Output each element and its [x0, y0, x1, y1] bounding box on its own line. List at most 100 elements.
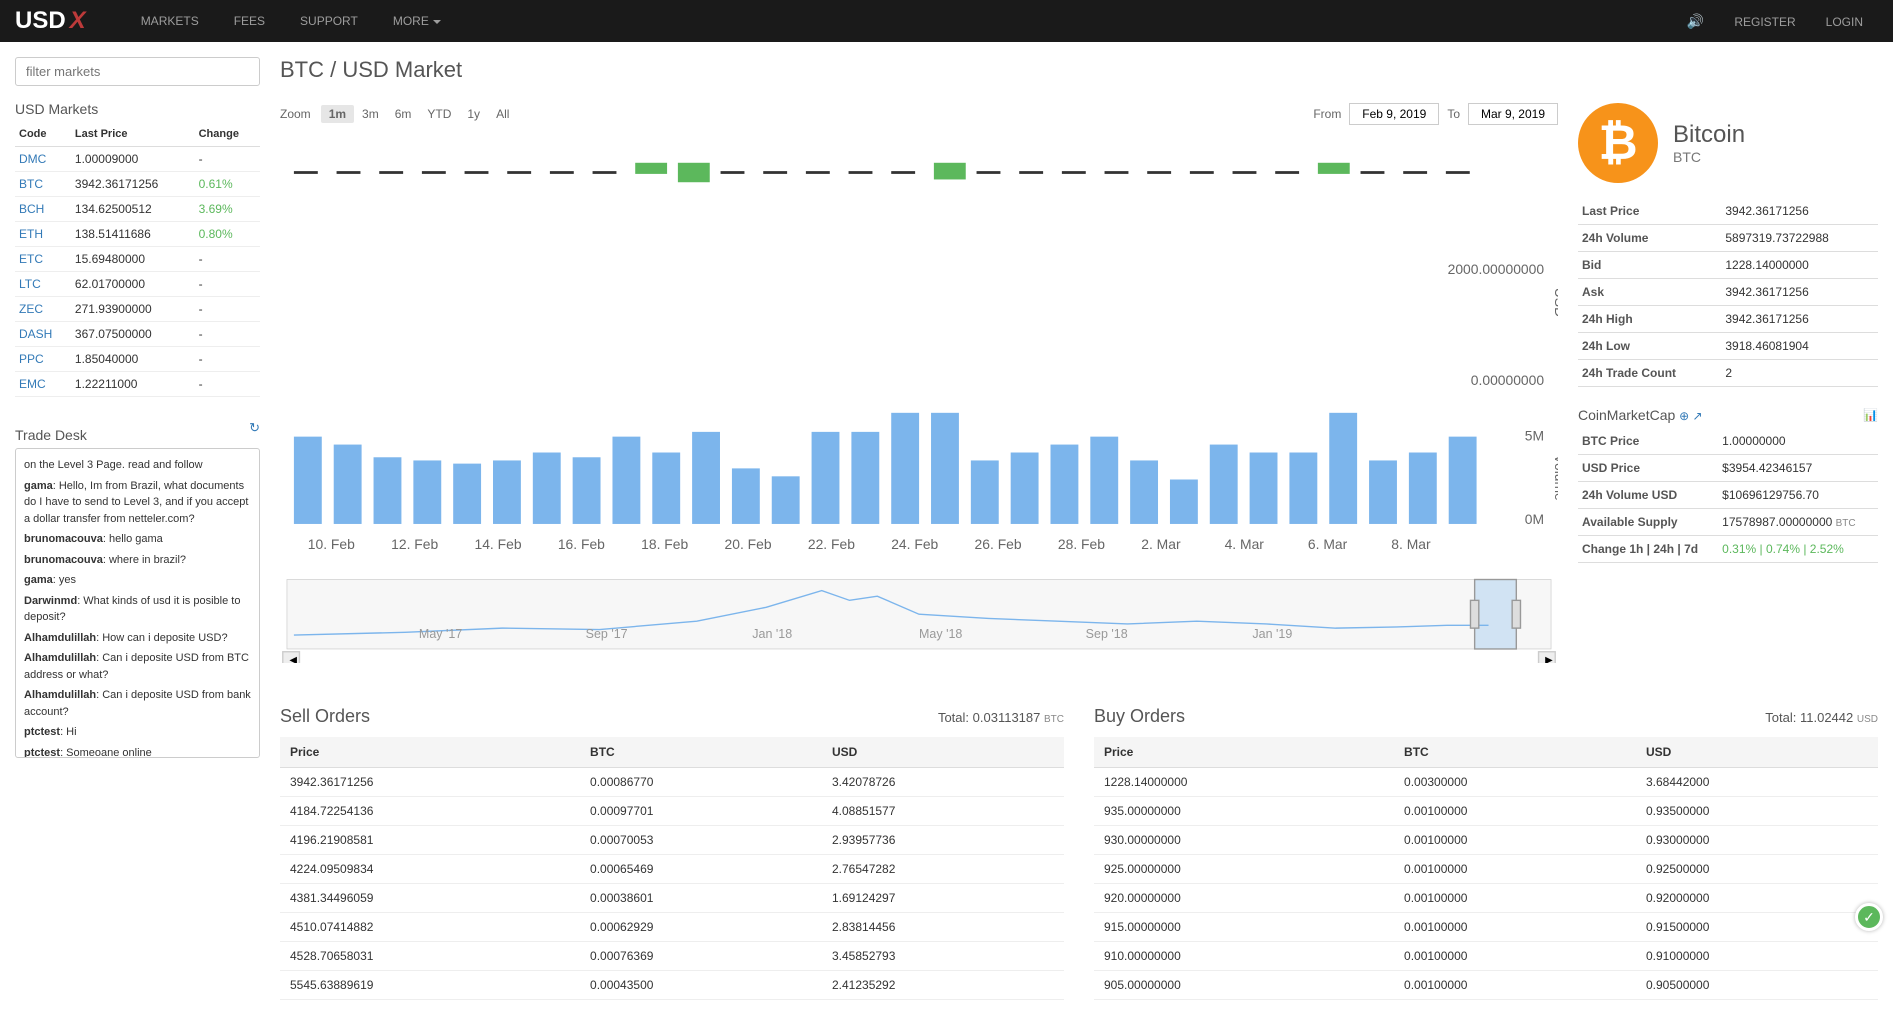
market-row[interactable]: BTC3942.361712560.61% [15, 172, 260, 197]
svg-text:Volume: Volume [1552, 454, 1558, 501]
price-chart[interactable]: 2000.000000000.00000000USD5M0MVolume10. … [280, 135, 1558, 663]
sidebar: USD Markets CodeLast PriceChange DMC1.00… [15, 57, 260, 1000]
nav-markets[interactable]: MARKETS [126, 4, 214, 38]
bitcoin-icon: ₿ [1578, 103, 1658, 183]
order-row[interactable]: 930.000000000.001000000.93000000 [1094, 825, 1878, 854]
chat-message: gama: yes [24, 572, 251, 589]
cmc-change-row: Change 1h | 24h | 7d0.31% | 0.74% | 2.52… [1578, 536, 1878, 563]
zoom-1m[interactable]: 1m [321, 105, 354, 123]
sell-orders: Sell Orders Total: 0.03113187 BTC PriceB… [280, 706, 1064, 1000]
zoom-label: Zoom [280, 107, 311, 121]
logo-x: X [70, 7, 86, 34]
order-row[interactable]: 4381.344960590.000386011.69124297 [280, 883, 1064, 912]
col-header: USD [1636, 737, 1878, 768]
order-row[interactable]: 910.000000000.001000000.91000000 [1094, 941, 1878, 970]
nav-fees[interactable]: FEES [219, 4, 280, 38]
order-row[interactable]: 4528.706580310.000763693.45852793 [280, 941, 1064, 970]
svg-text:◄: ◄ [287, 653, 299, 663]
svg-text:20. Feb: 20. Feb [725, 536, 772, 552]
navbar: USDX MARKETSFEESSUPPORTMORE 🔊 REGISTERLO… [0, 0, 1893, 42]
col-header: Change [195, 122, 260, 147]
chart-icon[interactable]: 📊 [1863, 408, 1878, 422]
svg-text:22. Feb: 22. Feb [808, 536, 855, 552]
svg-text:24. Feb: 24. Feb [891, 536, 938, 552]
from-date-input[interactable] [1349, 103, 1439, 125]
sell-orders-title: Sell Orders [280, 706, 370, 727]
stat-row: Bid1228.14000000 [1578, 252, 1878, 279]
svg-text:12. Feb: 12. Feb [391, 536, 438, 552]
svg-text:10. Feb: 10. Feb [308, 536, 355, 552]
svg-text:18. Feb: 18. Feb [641, 536, 688, 552]
col-header: Price [280, 737, 580, 768]
order-row[interactable]: 3942.361712560.000867703.42078726 [280, 767, 1064, 796]
market-row[interactable]: DASH367.07500000- [15, 322, 260, 347]
svg-text:0M: 0M [1525, 511, 1544, 527]
cmc-icons[interactable]: ⊕ ↗ [1679, 409, 1702, 423]
sell-orders-table: PriceBTCUSD3942.361712560.000867703.4207… [280, 737, 1064, 1000]
order-row[interactable]: 925.000000000.001000000.92500000 [1094, 854, 1878, 883]
order-row[interactable]: 905.000000000.001000000.90500000 [1094, 970, 1878, 999]
coin-info-panel: ₿ Bitcoin BTC Last Price3942.3617125624h… [1578, 103, 1878, 666]
nav-support[interactable]: SUPPORT [285, 4, 373, 38]
nav-register[interactable]: REGISTER [1719, 5, 1810, 39]
coin-symbol: BTC [1673, 149, 1745, 165]
status-badge[interactable]: ✓ [1855, 903, 1883, 931]
refresh-icon[interactable]: ↻ [249, 420, 260, 436]
coin-stats-table: Last Price3942.3617125624h Volume5897319… [1578, 198, 1878, 387]
svg-text:5M: 5M [1525, 428, 1544, 444]
col-header: BTC [580, 737, 822, 768]
to-date-input[interactable] [1468, 103, 1558, 125]
stat-row: Last Price3942.36171256 [1578, 198, 1878, 225]
svg-text:►: ► [1543, 653, 1555, 663]
zoom-YTD[interactable]: YTD [419, 105, 459, 123]
order-row[interactable]: 1228.140000000.003000003.68442000 [1094, 767, 1878, 796]
stat-row: 24h Trade Count2 [1578, 360, 1878, 387]
svg-text:2. Mar: 2. Mar [1141, 536, 1181, 552]
stat-row: 24h Low3918.46081904 [1578, 333, 1878, 360]
chat-message: Alhamdulillah: Can i deposite USD from B… [24, 650, 251, 683]
market-row[interactable]: EMC1.22211000- [15, 372, 260, 397]
market-row[interactable]: PPC1.85040000- [15, 347, 260, 372]
svg-text:Sep '17: Sep '17 [586, 627, 628, 641]
order-row[interactable]: 915.000000000.001000000.91500000 [1094, 912, 1878, 941]
market-row[interactable]: ETC15.69480000- [15, 247, 260, 272]
zoom-6m[interactable]: 6m [387, 105, 420, 123]
nav-login[interactable]: LOGIN [1811, 5, 1878, 39]
cmc-table: BTC Price1.00000000USD Price$3954.423461… [1578, 428, 1878, 563]
date-range: From To [1313, 103, 1558, 125]
stat-row: 24h High3942.36171256 [1578, 306, 1878, 333]
market-row[interactable]: BCH134.625005123.69% [15, 197, 260, 222]
zoom-1y[interactable]: 1y [459, 105, 488, 123]
nav-more[interactable]: MORE [378, 4, 456, 38]
order-row[interactable]: 935.000000000.001000000.93500000 [1094, 796, 1878, 825]
order-row[interactable]: 4224.095098340.000654692.76547282 [280, 854, 1064, 883]
svg-text:28. Feb: 28. Feb [1058, 536, 1105, 552]
chat-message: brunomacouva: hello gama [24, 531, 251, 548]
col-header: BTC [1394, 737, 1636, 768]
order-row[interactable]: 4510.074148820.000629292.83814456 [280, 912, 1064, 941]
market-row[interactable]: ZEC271.93900000- [15, 297, 260, 322]
page-title: BTC / USD Market [280, 57, 1878, 83]
sound-icon[interactable]: 🔊 [1687, 13, 1704, 30]
logo[interactable]: USDX [15, 7, 86, 35]
order-row[interactable]: 920.000000000.001000000.92000000 [1094, 883, 1878, 912]
zoom-All[interactable]: All [488, 105, 517, 123]
filter-markets-input[interactable] [15, 57, 260, 86]
market-row[interactable]: DMC1.00009000- [15, 147, 260, 172]
stat-row: Ask3942.36171256 [1578, 279, 1878, 306]
svg-text:2000.00000000: 2000.00000000 [1448, 261, 1545, 277]
chat-message: Darwinmd: What kinds of usd it is posibl… [24, 593, 251, 626]
col-header: USD [822, 737, 1064, 768]
chat-box[interactable]: on the Level 3 Page. read and followgama… [15, 448, 260, 758]
order-row[interactable]: 5545.638896190.000435002.41235292 [280, 970, 1064, 999]
zoom-3m[interactable]: 3m [354, 105, 387, 123]
zoom-controls: Zoom 1m3m6mYTD1yAll [280, 105, 517, 123]
order-row[interactable]: 4184.722541360.000977014.08851577 [280, 796, 1064, 825]
svg-text:Jan '18: Jan '18 [752, 627, 792, 641]
market-row[interactable]: LTC62.01700000- [15, 272, 260, 297]
cmc-row: 24h Volume USD$10696129756.70 [1578, 482, 1878, 509]
market-row[interactable]: ETH138.514116860.80% [15, 222, 260, 247]
order-row[interactable]: 4196.219085810.000700532.93957736 [280, 825, 1064, 854]
markets-table: CodeLast PriceChange DMC1.00009000-BTC39… [15, 122, 260, 397]
chat-message: brunomacouva: where in brazil? [24, 552, 251, 569]
